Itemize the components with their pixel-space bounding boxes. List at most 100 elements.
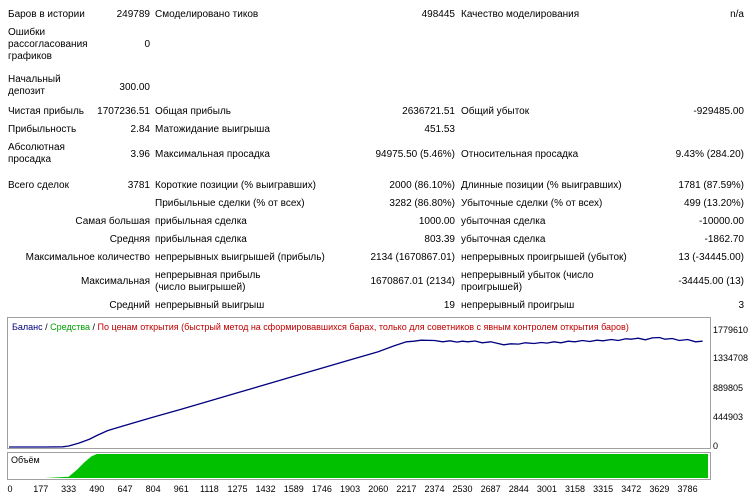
- stat-label: прибыльная сделка: [155, 234, 247, 245]
- stat-label: Абсолютная просадка: [8, 142, 65, 165]
- stat-value: 2.84: [130, 124, 150, 135]
- balance-plot: [9, 336, 703, 448]
- stat-label: Матожидание выигрыша: [155, 124, 270, 135]
- y-tick-label: 1779610: [713, 325, 749, 335]
- legend-separator: /: [42, 322, 51, 332]
- x-tick-label: 333: [61, 484, 77, 494]
- stat-label: Прибыльные сделки (% от всех): [155, 198, 305, 209]
- x-tick-label: 490: [89, 484, 105, 494]
- legend-balance: Баланс: [12, 322, 43, 332]
- x-tick-label: 2060: [368, 484, 389, 494]
- stat-value: 1000.00: [418, 216, 455, 227]
- stat-value: n/a: [730, 9, 744, 20]
- balance-chart: Баланс / Средства / По ценам открытия (б…: [7, 317, 711, 449]
- balance-line: [9, 336, 703, 448]
- stat-value: 1670867.01 (2134): [370, 276, 455, 287]
- stat-value: 19: [443, 300, 455, 311]
- stat-value: 249789: [116, 9, 150, 20]
- y-tick-label: 444903: [713, 412, 744, 422]
- stat-value: 94975.50 (5.46%): [375, 149, 455, 160]
- x-tick-label: 2217: [396, 484, 417, 494]
- stat-value: 13 (-34445.00): [678, 252, 744, 263]
- x-tick-label: 3472: [621, 484, 642, 494]
- x-tick-label: 647: [117, 484, 133, 494]
- stat-label: Максимальная: [80, 276, 150, 287]
- x-tick-label: 2844: [508, 484, 529, 494]
- stat-value: 451.53: [424, 124, 455, 135]
- stat-label: непрерывный убыток (число проигрышей): [461, 270, 594, 293]
- volume-plot: [9, 454, 708, 478]
- stat-label: Средняя: [109, 234, 150, 245]
- volume-chart: Объём: [7, 452, 711, 480]
- x-tick-label: 1903: [340, 484, 361, 494]
- stat-label: непрерывных проигрышей (убыток): [461, 252, 627, 263]
- stat-label: Качество моделирования: [461, 9, 580, 20]
- x-tick-label: 3001: [536, 484, 557, 494]
- legend-equity: Средства: [50, 322, 91, 332]
- y-tick-label: 1334708: [713, 353, 749, 363]
- stat-label: непрерывный выигрыш: [155, 300, 265, 311]
- x-tick-label: 804: [145, 484, 161, 494]
- x-tick-label: 1275: [227, 484, 248, 494]
- stat-label: Начальный депозит: [8, 74, 61, 97]
- stat-value: 1781 (87.59%): [678, 180, 744, 191]
- x-tick-label: 177: [33, 484, 49, 494]
- stat-value: 300.00: [119, 82, 150, 93]
- y-tick-label: 889805: [713, 383, 744, 393]
- stat-value: 803.39: [424, 234, 455, 245]
- stat-value: -1862.70: [704, 234, 744, 245]
- stat-label: Смоделировано тиков: [155, 9, 259, 20]
- x-tick-label: 3786: [677, 484, 698, 494]
- stat-label: Общая прибыль: [155, 106, 232, 117]
- y-tick-label: 0: [713, 441, 719, 451]
- stat-value: 2636721.51: [402, 106, 455, 117]
- stat-label: непрерывных выигрышей (прибыль): [155, 252, 325, 263]
- stat-value: 2000 (86.10%): [389, 180, 455, 191]
- stat-label: убыточная сделка: [461, 216, 546, 227]
- stat-value: 3: [738, 300, 744, 311]
- stat-label: Прибыльность: [8, 124, 77, 135]
- stat-value: 498445: [421, 9, 455, 20]
- stat-label: Убыточные сделки (% от всех): [461, 198, 603, 209]
- stat-value: 0: [144, 39, 150, 50]
- stat-label: Чистая прибыль: [8, 106, 84, 117]
- stat-label: Максимальное количество: [25, 252, 150, 263]
- x-tick-label: 2374: [424, 484, 445, 494]
- stat-value: 3781: [127, 180, 150, 191]
- stat-label: Самая большая: [75, 216, 150, 227]
- stat-value: 9.43% (284.20): [675, 149, 744, 160]
- stat-value: 2134 (1670867.01): [370, 252, 455, 263]
- stat-label: Максимальная просадка: [155, 149, 270, 160]
- x-tick-label: 3629: [649, 484, 670, 494]
- stat-value: -34445.00 (13): [678, 276, 744, 287]
- volume-area: [9, 454, 708, 478]
- stat-label: убыточная сделка: [461, 234, 546, 245]
- stat-label: Короткие позиции (% выигравших): [155, 180, 316, 191]
- chart-legend: Баланс / Средства / По ценам открытия (б…: [12, 322, 629, 332]
- x-tick-label: 2530: [452, 484, 473, 494]
- stat-label: Баров в истории: [8, 9, 85, 20]
- stat-value: 1707236.51: [97, 106, 150, 117]
- stat-value: 3.96: [130, 149, 150, 160]
- stat-label: Средний: [109, 300, 150, 311]
- x-tick-label: 0: [7, 484, 13, 494]
- stat-label: Ошибки рассогласования графиков: [8, 27, 88, 62]
- x-tick-label: 2687: [480, 484, 501, 494]
- x-tick-label: 1589: [283, 484, 304, 494]
- stat-value: 3282 (86.80%): [389, 198, 455, 209]
- x-tick-label: 3315: [593, 484, 614, 494]
- x-tick-label: 1432: [255, 484, 276, 494]
- legend-separator: /: [90, 322, 98, 332]
- stat-label: непрерывная прибыль (число выигрышей): [155, 270, 261, 293]
- stat-value: -929485.00: [693, 106, 744, 117]
- x-tick-label: 3158: [564, 484, 586, 494]
- stat-label: прибыльная сделка: [155, 216, 247, 227]
- x-tick-label: 1746: [311, 484, 332, 494]
- stat-value: 499 (13.20%): [683, 198, 744, 209]
- legend-method: По ценам открытия (быстрый метод на сфор…: [97, 322, 629, 332]
- stat-label: Общий убыток: [461, 106, 530, 117]
- stat-label: непрерывный проигрыш: [461, 300, 575, 311]
- x-tick-label: 961: [173, 484, 189, 494]
- stat-label: Относительная просадка: [461, 149, 579, 160]
- volume-label: Объём: [11, 455, 40, 465]
